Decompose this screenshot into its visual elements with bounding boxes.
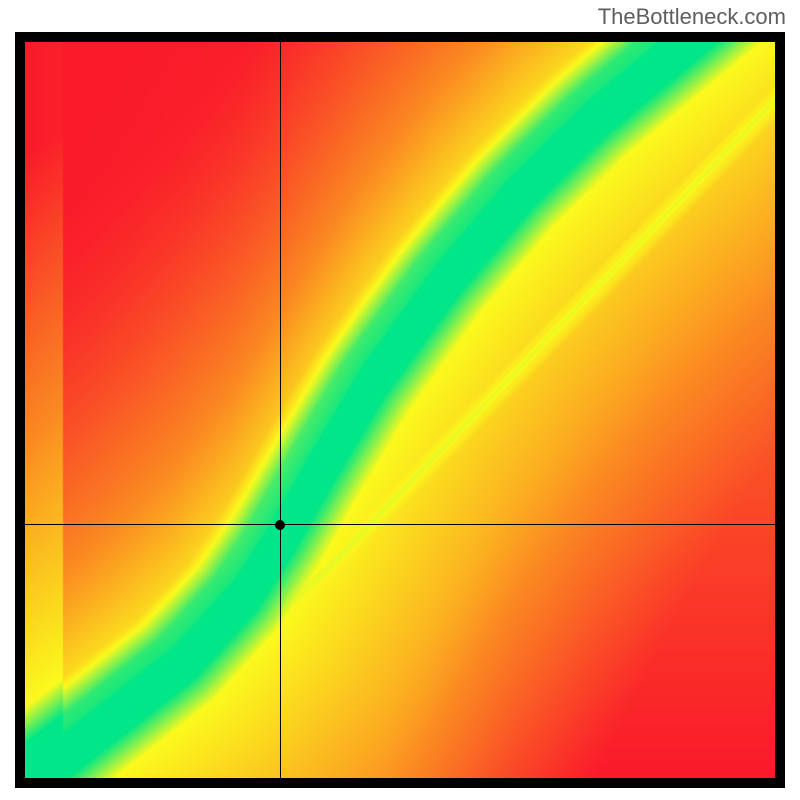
bottleneck-heatmap: [25, 42, 775, 778]
watermark-text: TheBottleneck.com: [598, 4, 786, 30]
crosshair-marker: [275, 520, 285, 530]
crosshair-vertical: [280, 42, 281, 778]
crosshair-horizontal: [25, 524, 775, 525]
